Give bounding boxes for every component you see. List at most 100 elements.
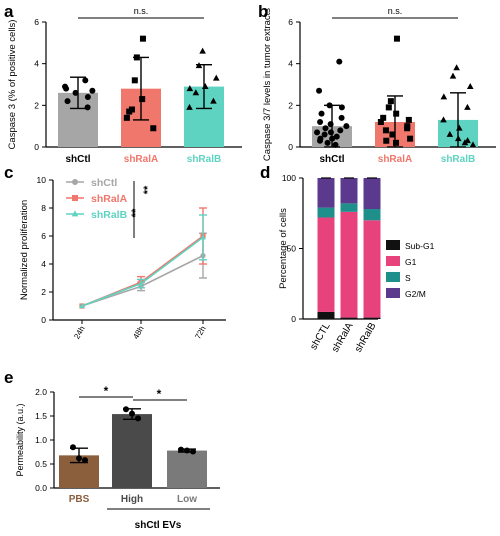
y-axis-label: Caspase 3/7 levels in tumor extracts: [262, 8, 273, 161]
data-point-shCtl: [63, 85, 70, 92]
x-tick-label: 48h: [131, 325, 145, 341]
y-tick-label: 6: [288, 17, 293, 27]
data-point-shRalA: [407, 135, 414, 142]
data-point-shRalA: [389, 131, 396, 138]
x-tick-label-Low: Low: [177, 494, 197, 505]
data-point-shCtl: [314, 129, 321, 136]
data-point-shCtl: [324, 139, 331, 146]
data-point-shCtl: [327, 121, 334, 128]
legend-swatch-G2/M: [386, 288, 400, 298]
y-axis-label: Permeability (a.u.): [15, 403, 25, 476]
x-tick-label-PBS: PBS: [69, 494, 90, 505]
data-point-shRalA: [123, 114, 130, 121]
y-tick-label: 0.5: [35, 459, 47, 469]
y-tick-label: 4: [41, 259, 46, 269]
y-tick-label: 100: [282, 173, 296, 183]
group-label: shCtl EVs: [135, 520, 182, 531]
significance-label: *: [157, 387, 162, 401]
data-point-shCtl: [318, 110, 325, 117]
data-point-shCtl: [327, 129, 334, 136]
legend-swatch-G1: [386, 256, 400, 266]
x-tick-label: 72h: [193, 325, 207, 341]
series-point-shRalB: [79, 302, 85, 309]
y-tick-label: 2: [288, 100, 293, 110]
data-point-shRalA: [383, 137, 390, 144]
data-point-shCtl: [316, 87, 323, 94]
data-point-Low: [190, 448, 196, 455]
data-point-shRalB: [446, 130, 454, 137]
data-point-shRalB: [192, 89, 200, 96]
x-tick-label-shCTL: shCTL: [308, 321, 332, 352]
x-tick-label-shRalA: shRalA: [378, 154, 412, 165]
data-point-shRalB: [186, 103, 193, 110]
stack-segment-S: [363, 209, 381, 221]
data-point-shCtl: [329, 135, 336, 142]
legend-swatch-S: [386, 272, 400, 282]
x-tick-label-shRalB: shRalB: [187, 154, 221, 165]
data-point-High: [123, 406, 129, 413]
data-point-shCtl: [72, 89, 79, 96]
y-tick-label: 0: [288, 142, 293, 152]
y-tick-label: 0: [34, 142, 39, 152]
data-point-PBS: [70, 444, 76, 451]
stack-segment-G2/M: [340, 178, 358, 204]
data-point-shCtl: [326, 102, 333, 109]
data-point-shRalB: [186, 85, 194, 92]
x-tick-label-shCtl: shCtl: [320, 154, 345, 165]
y-tick-label: 2.0: [35, 387, 47, 397]
data-point-shRalA: [387, 98, 394, 105]
data-point-shRalB: [212, 74, 220, 81]
y-tick-label: 6: [34, 17, 39, 27]
data-point-shRalB: [453, 64, 460, 71]
data-point-PBS: [82, 457, 88, 464]
legend-label-G2/M: G2/M: [405, 289, 426, 299]
data-point-shCtl: [317, 135, 324, 142]
significance-label: *: [104, 384, 109, 398]
data-point-shCtl: [343, 123, 350, 130]
panel-letter-b: b: [258, 2, 268, 21]
data-point-shCtl: [337, 127, 344, 134]
legend-marker-shRalB: [71, 210, 79, 217]
y-tick-label: 2: [41, 287, 46, 297]
panel-letter-a: a: [4, 2, 14, 21]
data-point-shRalA: [405, 116, 412, 123]
stack-segment-G1: [340, 211, 358, 318]
legend-label-G1: G1: [405, 257, 417, 267]
stack-segment-G2/M: [363, 178, 381, 210]
data-point-shRalA: [385, 104, 392, 111]
y-tick-label: 4: [34, 59, 39, 69]
data-point-shCtl: [322, 125, 329, 132]
y-tick-label: 6: [41, 231, 46, 241]
y-tick-label: 1.0: [35, 435, 47, 445]
data-point-shRalB: [449, 72, 457, 79]
data-point-shRalA: [380, 114, 387, 121]
data-point-PBS: [76, 455, 82, 462]
data-point-shRalB: [195, 62, 203, 69]
y-tick-label: 50: [287, 244, 297, 254]
x-tick-label-shCtl: shCtl: [66, 154, 91, 165]
data-point-shRalB: [440, 116, 447, 123]
data-point-shRalB: [461, 139, 469, 146]
x-tick-label-shRalA: shRalA: [124, 154, 158, 165]
data-point-shRalB: [454, 135, 462, 142]
y-tick-label: 0: [291, 314, 296, 324]
bar-Low: [167, 450, 207, 488]
data-point-shCtl: [321, 131, 328, 138]
legend-label-S: S: [405, 273, 411, 283]
data-point-shRalA: [393, 110, 400, 117]
data-point-shCtl: [333, 133, 340, 140]
data-point-shRalA: [377, 119, 384, 125]
data-point-High: [135, 415, 141, 422]
data-point-shRalB: [464, 103, 471, 110]
data-point-shRalB: [210, 97, 217, 104]
stack-segment-S: [340, 203, 358, 212]
data-point-shRalA: [393, 139, 400, 146]
y-tick-label: 0: [41, 315, 46, 325]
y-axis-label: Percentage of cells: [278, 208, 289, 289]
data-point-shCtl: [336, 58, 343, 65]
chart-panel-c: 0 2 4 6 8 10 Normalized proliferation 24h 48h 72h…: [19, 175, 226, 341]
x-tick-label-High: High: [121, 494, 143, 505]
series-point-shRalB: [138, 280, 144, 286]
